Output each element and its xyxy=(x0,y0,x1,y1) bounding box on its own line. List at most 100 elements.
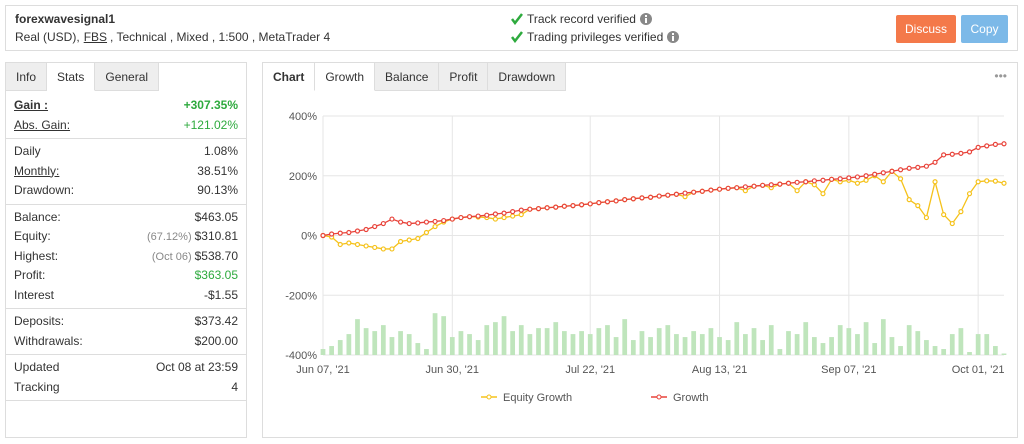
point xyxy=(639,195,645,201)
volume-bar xyxy=(424,349,429,355)
stats-value: +307.35% xyxy=(183,98,238,112)
header: forexwavesignal1 Real (USD), FBS, Technic… xyxy=(5,5,1018,51)
info-icon[interactable] xyxy=(667,31,680,43)
point xyxy=(966,149,973,155)
point xyxy=(501,210,507,216)
volume-bar xyxy=(880,319,886,355)
volume-bar xyxy=(984,334,990,355)
volume-bar xyxy=(941,349,947,355)
x-tick-label: Aug 13, '21 xyxy=(692,364,747,376)
point xyxy=(423,229,430,236)
point xyxy=(553,204,559,210)
tab[interactable]: Chart xyxy=(263,63,316,91)
volume-bar xyxy=(820,343,826,355)
volume-bar xyxy=(837,325,843,355)
volume-bar xyxy=(855,334,860,355)
point xyxy=(466,214,473,220)
stats-note: (Oct 06) xyxy=(151,250,192,263)
volume-bar xyxy=(717,337,722,355)
volume-bar xyxy=(751,328,757,355)
stats-label: Deposits: xyxy=(14,314,65,328)
stats-value-wrap: 4 xyxy=(231,378,238,398)
point xyxy=(716,186,723,192)
stats-note: (67.12%) xyxy=(146,231,192,243)
stats-group: Balance: $463.05 Equity: (67.12%) $310.81 Hig… xyxy=(6,205,246,309)
point xyxy=(630,196,636,202)
volume-bar xyxy=(449,337,455,355)
legend-marker xyxy=(486,394,492,400)
more-menu[interactable]: ••• xyxy=(994,69,1007,83)
stats-value-wrap: 38.51% xyxy=(197,162,238,182)
stats-value: 4 xyxy=(231,379,238,394)
legend-marker xyxy=(656,394,662,400)
tab[interactable]: Growth xyxy=(315,63,376,91)
volume-bar xyxy=(389,337,395,355)
volume-bar xyxy=(734,322,740,355)
point xyxy=(854,180,861,186)
stats-row: Gain : +307.35% xyxy=(6,96,246,116)
point xyxy=(1001,180,1007,186)
point xyxy=(742,184,748,190)
copy-button[interactable]: Copy xyxy=(961,15,1008,43)
point xyxy=(372,244,378,251)
point xyxy=(785,180,792,186)
broker-link[interactable]: FBS xyxy=(83,30,108,44)
volume-bar xyxy=(406,334,412,355)
stats-row: Updated Oct 08 at 23:59 xyxy=(6,358,246,378)
discuss-button[interactable]: Discuss xyxy=(896,15,956,43)
point xyxy=(846,175,852,181)
stats-row: Daily 1.08% xyxy=(6,142,246,162)
stats-label: Withdrawals: xyxy=(14,333,83,348)
point xyxy=(820,177,826,183)
point xyxy=(949,220,955,227)
point xyxy=(897,167,904,173)
volume-bar xyxy=(484,325,490,355)
stats-value: $373.42 xyxy=(194,314,238,328)
volume-bar xyxy=(993,346,998,355)
volume-bar xyxy=(889,337,895,355)
stats-value: $310.81 xyxy=(194,229,238,243)
point xyxy=(906,165,912,171)
x-tick-label: Oct 01, '21 xyxy=(952,364,1005,376)
point xyxy=(363,226,369,233)
point xyxy=(863,173,869,179)
tab[interactable]: Profit xyxy=(439,63,489,91)
tab[interactable]: Drawdown xyxy=(488,63,567,91)
volume-bar xyxy=(518,325,524,355)
point xyxy=(380,246,386,252)
verified: Track record verified xyxy=(511,12,652,26)
volume-bar xyxy=(648,337,653,355)
point xyxy=(527,206,533,212)
volume-bar xyxy=(691,331,697,355)
tab[interactable]: Info xyxy=(6,63,48,91)
volume-bar xyxy=(794,334,800,355)
tab[interactable]: Balance xyxy=(375,63,440,91)
stats-label: Abs. Gain: xyxy=(14,117,71,132)
title: forexwavesignal1 xyxy=(15,12,116,26)
volume-bar xyxy=(561,331,567,355)
subtitle: Real (USD), FBS, Technical , Mixed , 1:50… xyxy=(15,30,330,44)
volume-bar xyxy=(622,319,628,355)
point xyxy=(915,164,921,170)
stats-value: 90.13% xyxy=(197,183,238,197)
point xyxy=(544,205,550,211)
volume-bar xyxy=(811,337,817,355)
stats-tabs: Info Stats General xyxy=(6,63,160,91)
y-tick-label: 400% xyxy=(289,111,317,123)
point xyxy=(897,176,904,182)
point xyxy=(587,201,593,207)
volume-bar xyxy=(967,352,972,355)
point xyxy=(397,219,404,225)
stats-row: Deposits: $373.42 xyxy=(6,312,246,332)
point xyxy=(561,203,567,209)
tab[interactable]: General xyxy=(95,63,160,91)
volume-bar xyxy=(924,340,929,355)
volume-bar xyxy=(639,331,645,355)
point xyxy=(699,188,705,194)
volume-bar xyxy=(768,325,774,355)
volume-bar xyxy=(915,331,921,355)
tab[interactable]: Stats xyxy=(47,63,96,91)
info-icon[interactable] xyxy=(639,13,652,25)
stats-row: Highest: (Oct 06) $538.70 xyxy=(6,247,246,267)
chart-tabs: Chart Growth Balance Profit Drawdown xyxy=(263,63,567,91)
